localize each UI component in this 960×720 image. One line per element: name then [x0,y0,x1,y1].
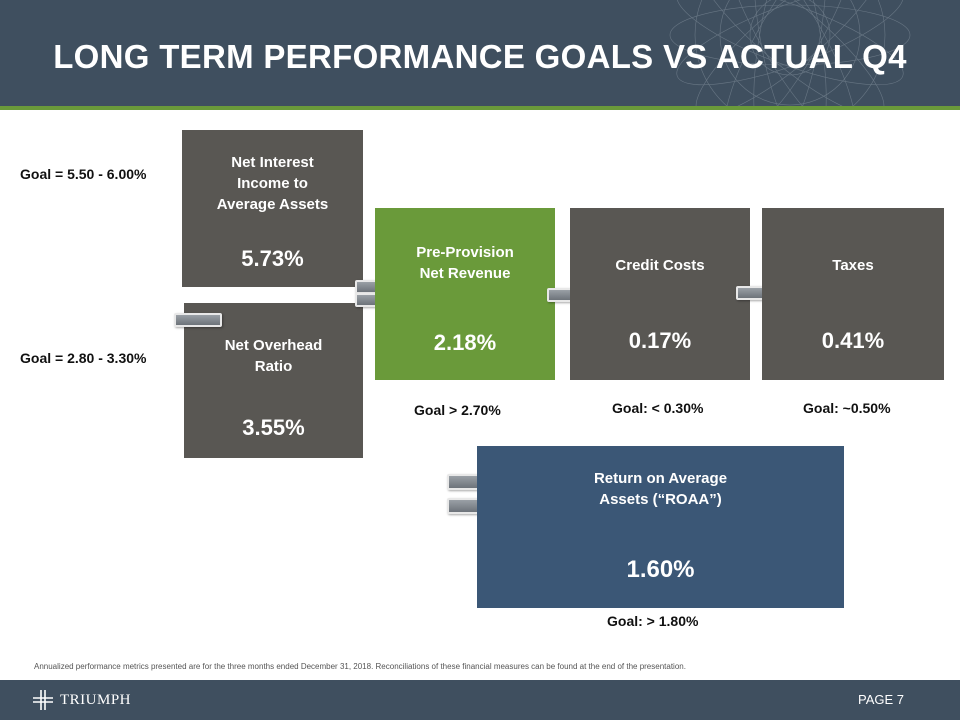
taxes-label: Taxes [832,257,874,274]
ppnr-label-line-1: Pre-Provision [416,244,514,261]
page-number: PAGE 7 [857,692,904,707]
net-interest-label-line-2: Income to [237,175,308,192]
roaa-label-line-2: Assets (“ROAA”) [599,491,722,508]
footer-bar: TRIUMPH PAGE 7 [0,680,960,720]
net-overhead-box: Net Overhead Ratio 3.55% [184,303,363,458]
net-overhead-goal: Goal = 2.80 - 3.30% [20,350,147,366]
net-interest-box: Net Interest Income to Average Assets 5.… [182,130,363,287]
roaa-label-line-1: Return on Average [593,470,728,487]
logo-text: TRIUMPH [60,691,132,708]
triumph-logo: TRIUMPH [32,689,131,711]
net-interest-label-line-3: Average Assets [216,196,329,213]
credit-costs-goal: Goal: < 0.30% [612,400,704,416]
page-title: LONG TERM PERFORMANCE GOALS VS ACTUAL Q4 [53,38,907,75]
taxes-value: 0.41% [821,328,885,353]
taxes-goal: Goal: ~0.50% [803,400,891,416]
credit-costs-label: Credit Costs [615,257,705,274]
footnote: Annualized performance metrics presented… [34,662,686,671]
header-accent-rule [0,106,960,110]
taxes-box: Taxes 0.41% [762,208,944,380]
ppnr-value: 2.18% [433,330,497,355]
net-overhead-label-line-2: Ratio [254,358,293,375]
roaa-value: 1.60% [626,556,695,583]
net-overhead-label-line-1: Net Overhead [224,337,323,354]
minus-operator-icon [174,313,222,327]
credit-costs-value: 0.17% [628,328,692,353]
net-overhead-value: 3.55% [242,415,305,440]
net-interest-label-line-1: Net Interest [231,154,314,171]
ppnr-goal: Goal > 2.70% [414,402,501,418]
credit-costs-box: Credit Costs 0.17% [570,208,750,380]
ppnr-label-line-2: Net Revenue [419,265,511,282]
net-interest-goal: Goal = 5.50 - 6.00% [20,166,147,182]
roaa-goal: Goal: > 1.80% [607,613,699,629]
ppnr-box: Pre-Provision Net Revenue 2.18% [375,208,555,380]
net-interest-value: 5.73% [241,246,304,271]
header-bar: LONG TERM PERFORMANCE GOALS VS ACTUAL Q4 [0,0,960,106]
guilloche-rosette-decoration [669,0,911,106]
roaa-box: Return on Average Assets (“ROAA”) 1.60% [477,446,844,608]
cross-logo-icon [33,690,53,710]
